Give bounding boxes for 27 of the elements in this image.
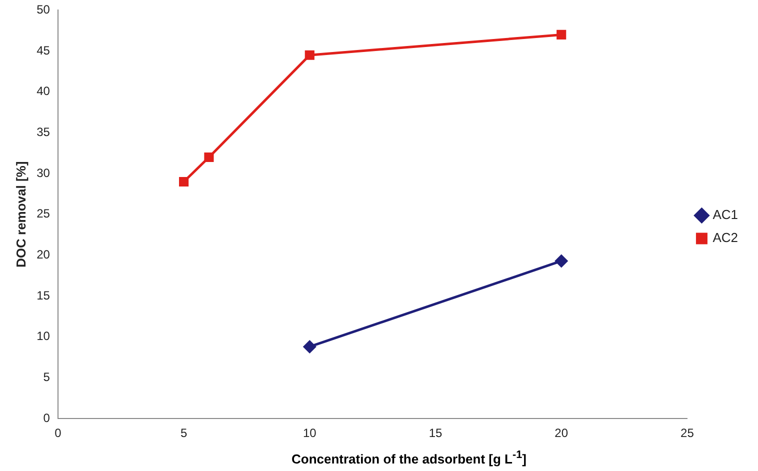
point	[204, 152, 214, 162]
y-tick-label: 50	[36, 2, 50, 17]
x-tick-label: 15	[428, 426, 442, 440]
point	[303, 340, 316, 353]
y-tick-label: 45	[36, 43, 50, 58]
x-tick-label: 0	[54, 426, 62, 440]
point	[304, 50, 314, 60]
y-tick-label: 20	[36, 248, 50, 262]
point	[556, 30, 566, 40]
y-axis-title: DOC removal [%]	[13, 161, 28, 268]
y-tick-label: 25	[36, 206, 50, 221]
y-tick-label: 35	[36, 125, 50, 140]
y-tick-label: 40	[36, 84, 50, 98]
x-tick-label: 10	[302, 426, 317, 440]
point	[179, 176, 189, 187]
legend-label: AC1	[712, 207, 738, 222]
y-tick-label: 15	[36, 288, 50, 302]
x-tick-label: 20	[554, 426, 568, 440]
legend-label: AC2	[712, 230, 738, 246]
y-tick-label: 30	[36, 166, 50, 180]
y-tick-label: 0	[43, 410, 50, 425]
y-tick-label: 5	[43, 370, 50, 384]
x-axis-title: Concentration of the adsorbent [g L$^{-1}$]	[290, 449, 528, 466]
y-tick-label: 10	[36, 329, 50, 344]
point	[555, 254, 568, 268]
x-tick-label: 5	[180, 426, 188, 440]
x-tick-label: 25	[680, 426, 694, 440]
